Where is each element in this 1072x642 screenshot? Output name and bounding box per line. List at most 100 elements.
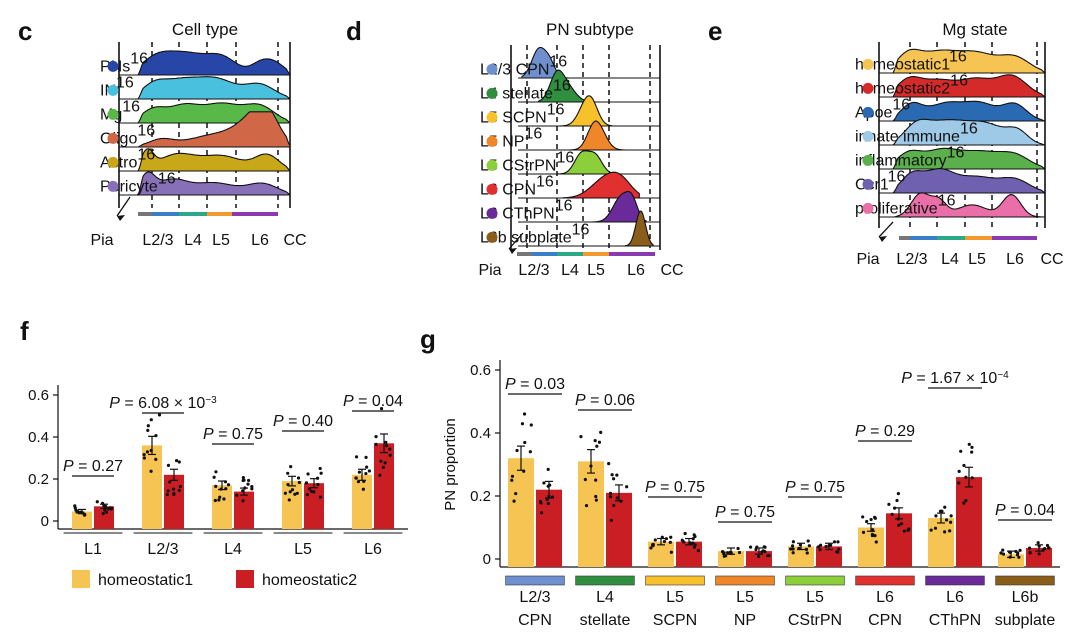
data-point	[539, 501, 543, 505]
data-point	[805, 551, 809, 555]
data-point	[295, 491, 299, 495]
x-axis-label: L2/3	[896, 251, 927, 268]
category-label: L6	[946, 589, 964, 606]
data-point	[682, 540, 686, 544]
row-color-dot	[486, 159, 498, 171]
data-point	[287, 498, 291, 502]
data-point	[218, 495, 222, 499]
data-point	[283, 491, 287, 495]
data-point	[660, 535, 664, 539]
data-point	[104, 510, 109, 514]
data-point	[943, 505, 947, 509]
data-point	[306, 472, 310, 476]
data-point	[145, 450, 150, 454]
layer-strip-segment	[179, 212, 207, 216]
data-point	[142, 452, 146, 457]
layer-strip-segment	[517, 252, 532, 256]
data-point	[365, 465, 369, 469]
data-point	[899, 522, 904, 526]
category-label: L4	[596, 589, 614, 606]
data-point	[726, 551, 730, 555]
data-point	[599, 430, 603, 434]
data-point	[361, 487, 365, 491]
density-ridge-proliferative	[892, 192, 1045, 218]
bar-homeostatic2-l4-stellate	[606, 492, 632, 567]
category-label: L5	[666, 589, 684, 606]
data-point	[166, 489, 170, 493]
layer-strip-segment	[609, 252, 655, 256]
bar-homeostatic2-l6b-subplate	[1026, 547, 1052, 567]
density-ridge-ccr1	[891, 168, 1046, 194]
data-point	[789, 547, 793, 551]
density-ridge-homeostatic1	[892, 48, 1046, 74]
y-tick-label: 0.4	[470, 425, 491, 442]
data-point	[907, 527, 911, 531]
category-label: L5	[294, 541, 312, 558]
row-color-dot	[486, 63, 498, 75]
data-point	[1008, 550, 1013, 555]
x-axis-label: L4	[941, 251, 959, 268]
data-point	[933, 526, 938, 530]
data-point	[615, 496, 619, 500]
data-point	[1037, 544, 1041, 548]
panel-c: Cell typecPNs16IN16Mg16Oligo16Astro16Per…	[18, 16, 307, 249]
bar-homeostatic2-l6-cpn	[886, 513, 912, 567]
data-point	[612, 503, 616, 508]
data-point	[722, 554, 726, 558]
data-point	[514, 491, 518, 496]
data-point	[762, 545, 766, 549]
pvalue-label: P = 0.04	[995, 502, 1055, 519]
bar-homeostatic2-l6	[374, 443, 394, 529]
row-color-dot	[862, 82, 874, 94]
panel-letter: d	[346, 16, 362, 46]
data-point	[149, 469, 153, 473]
category-color-strip	[925, 575, 985, 586]
data-point	[873, 516, 877, 520]
data-point	[766, 554, 770, 558]
density-ridge-l4-stellate	[538, 69, 585, 103]
data-point	[171, 487, 176, 491]
density-ridge-innate-immune	[891, 118, 1046, 146]
pia-arrow-line	[878, 221, 894, 238]
data-point	[806, 539, 810, 543]
data-point	[318, 495, 323, 499]
pvalue-label: P = 0.75	[785, 479, 845, 496]
data-point	[1015, 553, 1019, 557]
data-point	[865, 519, 869, 524]
category-label: L6	[876, 589, 894, 606]
data-point	[594, 498, 598, 502]
data-point	[1041, 548, 1045, 552]
data-point	[948, 529, 952, 533]
bar-homeostatic1-l4-stellate	[578, 461, 604, 567]
data-point	[934, 514, 938, 518]
y-tick-label: 0.6	[470, 362, 491, 379]
data-point	[1028, 551, 1032, 555]
data-point	[364, 471, 368, 476]
data-point	[897, 523, 901, 527]
density-ridge-l6-cpn	[562, 171, 640, 199]
y-tick-label: 0.6	[28, 387, 49, 404]
data-point	[869, 517, 873, 522]
data-point	[174, 458, 179, 463]
row-color-dot	[107, 84, 119, 96]
data-point	[964, 498, 968, 503]
pvalue-label: P = 6.08 × 10−3	[109, 395, 217, 413]
data-point	[748, 545, 753, 549]
layer-strip-segment	[937, 236, 965, 240]
category-label: L5	[806, 589, 824, 606]
data-point	[893, 506, 897, 510]
data-point	[146, 428, 150, 433]
data-point	[312, 490, 316, 494]
data-point	[589, 464, 593, 468]
data-point	[241, 476, 245, 480]
category-label: CStrPN	[788, 612, 842, 629]
density-ridge-apoe	[891, 100, 1046, 122]
data-point	[970, 450, 974, 454]
data-point	[651, 542, 655, 546]
data-point	[583, 477, 587, 482]
bar-homeostatic1-l2-3-cpn	[508, 458, 534, 567]
data-point	[608, 495, 613, 499]
data-point	[83, 513, 87, 517]
data-point	[367, 469, 371, 473]
data-point	[729, 550, 733, 555]
